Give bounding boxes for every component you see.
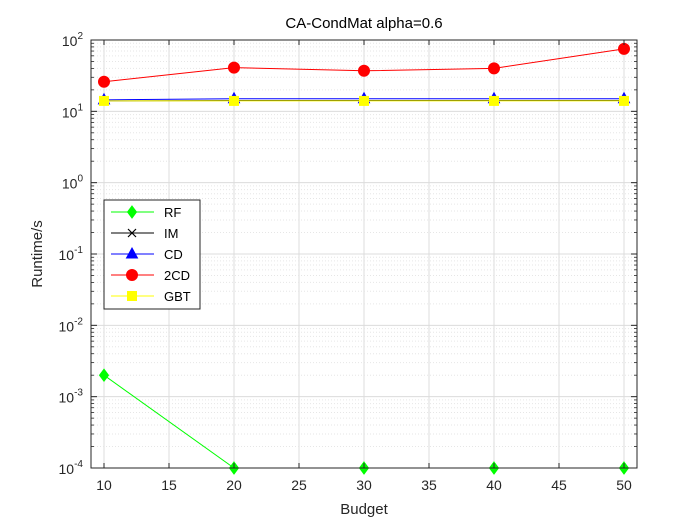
data-point-2cd [488, 62, 500, 75]
y-tick-base: 10 [59, 390, 75, 406]
series-2cd [98, 42, 630, 88]
data-point-rf [98, 368, 110, 383]
data-point-gbt [619, 95, 629, 106]
legend-item-2cd: 2CD [111, 268, 190, 283]
ticks: 10 15 20 25 30 35 40 45 5010-410-310-210-1100101… [59, 31, 637, 493]
legend-label-rf: RF [164, 205, 181, 220]
y-tick-base: 10 [62, 33, 78, 49]
y-tick-label: 100 [62, 174, 84, 192]
x-tick-label: 15 [161, 477, 177, 493]
y-tick-base: 10 [59, 318, 75, 334]
data-point-gbt [229, 95, 239, 106]
data-point-2cd [228, 61, 240, 74]
x-tick-label: 35 [421, 477, 437, 493]
legend-item-cd: CD [111, 246, 183, 262]
y-tick-exponent: -3 [74, 388, 83, 399]
x-tick-label: 50 [616, 477, 632, 493]
data-point-gbt [359, 95, 369, 106]
legend-marker-gbt [127, 291, 137, 301]
y-tick-label: 10-3 [59, 388, 84, 406]
legend-marker-2cd [126, 269, 138, 281]
data-point-2cd [98, 75, 110, 88]
legend-label-cd: CD [164, 247, 183, 262]
y-tick-base: 10 [59, 461, 75, 477]
y-tick-exponent: -4 [74, 459, 83, 470]
y-tick-exponent: 1 [77, 102, 83, 113]
legend-marker-rf [126, 205, 138, 219]
x-tick-label: 40 [486, 477, 502, 493]
x-tick-label: 45 [551, 477, 567, 493]
data-point-2cd [618, 42, 630, 55]
x-tick-label: 20 [226, 477, 242, 493]
data-point-gbt [489, 95, 499, 106]
y-tick-label: 10-2 [59, 316, 84, 334]
x-tick-label: 25 [291, 477, 307, 493]
legend-item-gbt: GBT [111, 289, 191, 304]
y-axis-label: Runtime/s [29, 220, 46, 288]
y-tick-base: 10 [59, 247, 75, 263]
legend-marker-cd [125, 246, 139, 259]
x-axis-label: Budget [340, 501, 388, 518]
series-gbt [99, 95, 629, 106]
legend-label-2cd: 2CD [164, 268, 190, 283]
data-point-gbt [99, 95, 109, 106]
y-tick-exponent: 2 [77, 31, 83, 42]
data-point-2cd [358, 64, 370, 77]
y-tick-base: 10 [62, 176, 78, 192]
x-tick-label: 10 [96, 477, 112, 493]
y-tick-base: 10 [62, 104, 78, 120]
legend-label-im: IM [164, 226, 178, 241]
x-tick-label: 30 [356, 477, 372, 493]
y-tick-label: 10-1 [59, 245, 84, 263]
legend-item-im: IM [111, 226, 178, 241]
legend-item-rf: RF [111, 205, 181, 220]
legend-marker-im [127, 228, 137, 238]
y-tick-label: 101 [62, 102, 84, 120]
y-tick-exponent: -1 [74, 245, 83, 256]
y-tick-label: 10-4 [59, 459, 84, 477]
y-tick-label: 102 [62, 31, 84, 49]
legend: RF IM CD 2CD GBT [103, 199, 201, 310]
y-tick-exponent: 0 [77, 174, 83, 185]
y-tick-exponent: -2 [74, 316, 83, 327]
legend-label-gbt: GBT [164, 289, 191, 304]
chart-title: CA-CondMat alpha=0.6 [285, 15, 442, 32]
